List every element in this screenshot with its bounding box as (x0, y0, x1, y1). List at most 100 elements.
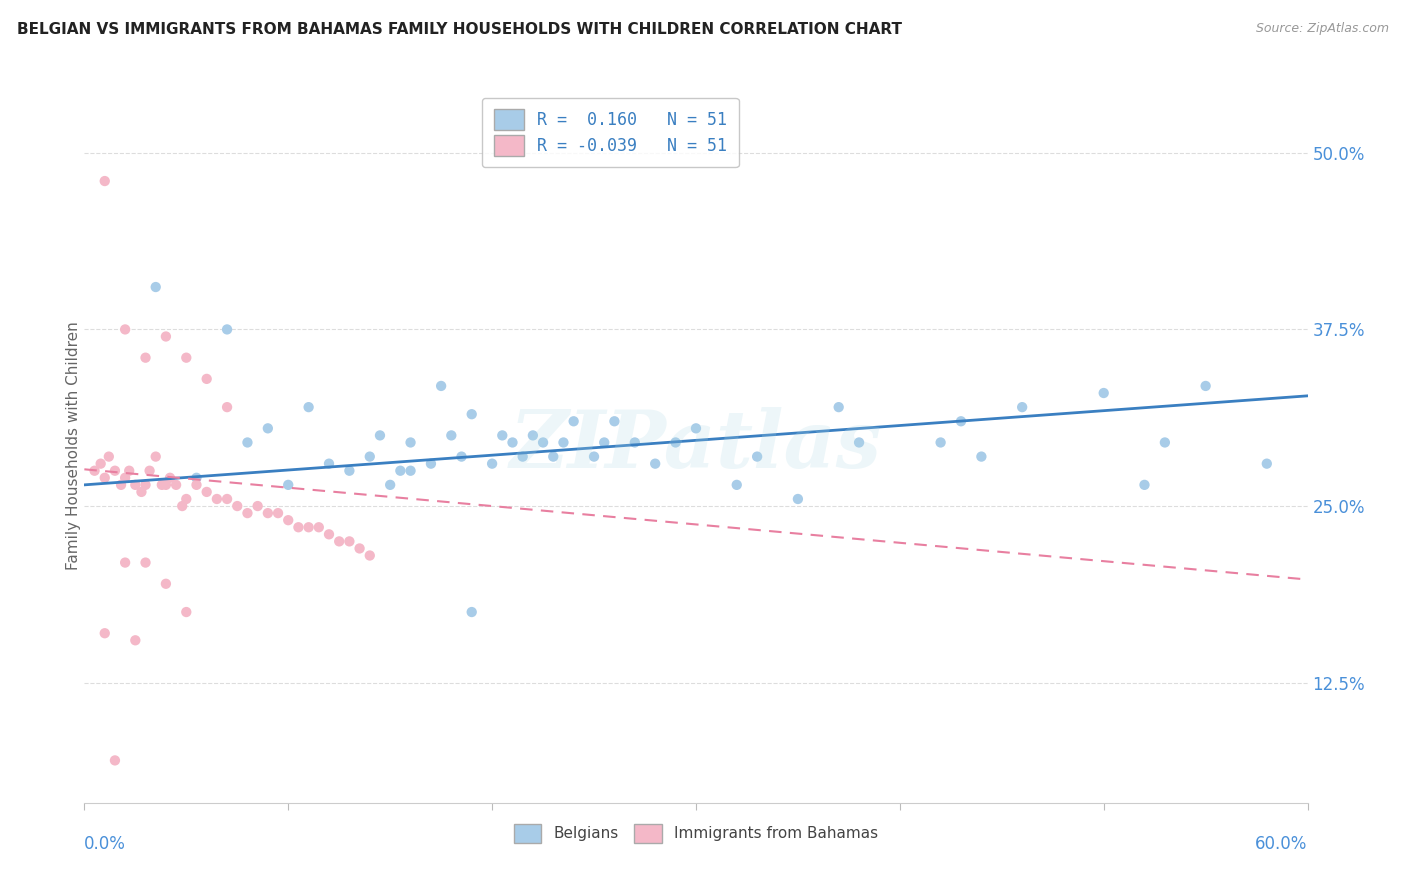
Point (135, 556, 157, 570)
Point (1133, 478, 1156, 492)
Point (135, 351, 157, 365)
Point (1154, 435, 1177, 450)
Point (159, 471, 181, 485)
Point (562, 414, 585, 428)
Point (481, 457, 503, 471)
Point (787, 491, 810, 506)
Point (150, 478, 173, 492)
Point (450, 450, 472, 464)
Text: Source: ZipAtlas.com: Source: ZipAtlas.com (1256, 22, 1389, 36)
Point (368, 428, 391, 442)
Point (553, 435, 575, 450)
Text: 0.0%: 0.0% (84, 835, 127, 853)
Point (195, 372, 218, 386)
Point (644, 457, 666, 471)
Point (339, 534, 361, 549)
Point (512, 450, 534, 464)
Point (124, 478, 146, 492)
Point (83, 464, 105, 478)
Point (145, 280, 167, 294)
Point (461, 605, 484, 619)
Point (1195, 379, 1218, 393)
Point (118, 464, 141, 478)
Point (217, 400, 239, 414)
Text: BELGIAN VS IMMIGRANTS FROM BAHAMAS FAMILY HOUSEHOLDS WITH CHILDREN CORRELATION C: BELGIAN VS IMMIGRANTS FROM BAHAMAS FAMIL… (17, 22, 901, 37)
Point (318, 457, 340, 471)
Point (90, 457, 112, 471)
Point (165, 478, 187, 492)
Point (1011, 400, 1033, 414)
Point (186, 471, 208, 485)
Point (624, 435, 647, 450)
Point (172, 499, 194, 513)
Point (114, 556, 136, 570)
Point (399, 435, 422, 450)
Point (603, 414, 626, 428)
Point (420, 457, 443, 471)
Point (267, 506, 290, 520)
Point (725, 478, 748, 492)
Point (440, 428, 463, 442)
Point (502, 435, 524, 450)
Point (155, 576, 177, 591)
Point (277, 513, 299, 527)
Point (308, 520, 330, 534)
Point (950, 414, 973, 428)
Point (155, 478, 177, 492)
Point (359, 549, 381, 563)
Point (828, 400, 851, 414)
Point (104, 753, 127, 767)
Point (461, 407, 484, 421)
Point (349, 541, 371, 556)
Point (110, 478, 132, 492)
Point (543, 450, 565, 464)
Point (226, 499, 249, 513)
Point (747, 450, 769, 464)
Point (665, 435, 688, 450)
Point (131, 484, 153, 499)
Point (217, 322, 239, 336)
Point (298, 520, 321, 534)
Point (328, 534, 350, 549)
Point (491, 428, 513, 442)
Text: 60.0%: 60.0% (1256, 835, 1308, 853)
Point (522, 428, 544, 442)
Point (339, 464, 361, 478)
Point (583, 450, 606, 464)
Y-axis label: Family Households with Children: Family Households with Children (66, 322, 80, 570)
Point (155, 329, 177, 343)
Point (1256, 457, 1278, 471)
Point (298, 400, 321, 414)
Point (531, 435, 554, 450)
Point (593, 435, 616, 450)
Point (389, 464, 412, 478)
Point (174, 491, 197, 506)
Point (287, 520, 309, 534)
Point (277, 478, 299, 492)
Point (174, 351, 197, 365)
Point (104, 464, 127, 478)
Point (186, 478, 208, 492)
Point (399, 464, 422, 478)
Point (174, 605, 197, 619)
Point (246, 499, 269, 513)
Point (257, 506, 280, 520)
Text: ZIPatlas: ZIPatlas (510, 408, 882, 484)
Point (217, 491, 239, 506)
Point (93, 471, 115, 485)
Point (135, 478, 157, 492)
Point (257, 421, 280, 435)
Point (430, 379, 453, 393)
Point (93, 174, 115, 188)
Point (145, 450, 167, 464)
Point (929, 435, 952, 450)
Point (93, 626, 115, 640)
Point (685, 421, 707, 435)
Point (970, 450, 993, 464)
Point (114, 471, 136, 485)
Point (195, 484, 218, 499)
Legend: Belgians, Immigrants from Bahamas: Belgians, Immigrants from Bahamas (508, 818, 884, 848)
Point (124, 633, 146, 648)
Point (236, 506, 259, 520)
Point (359, 450, 381, 464)
